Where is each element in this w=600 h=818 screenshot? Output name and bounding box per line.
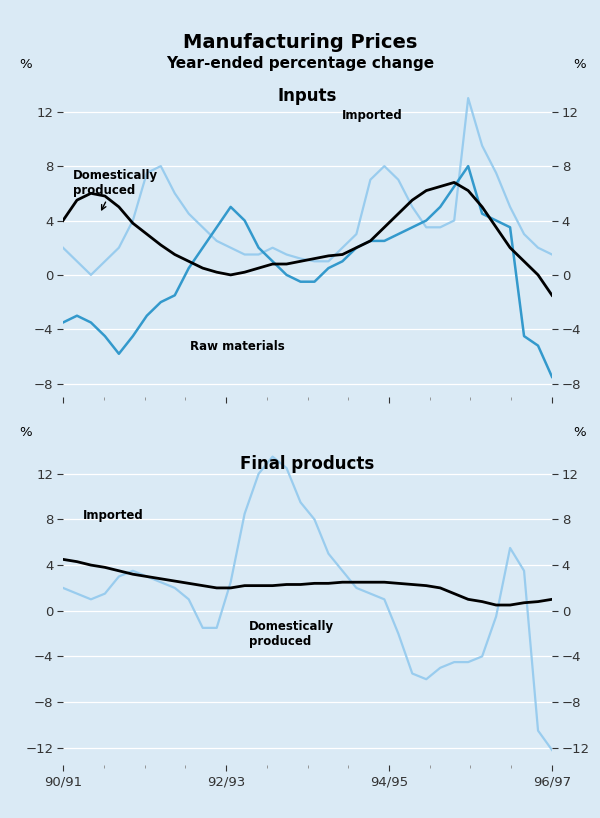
Text: %: % [19, 58, 32, 71]
Text: Inputs: Inputs [278, 88, 337, 106]
Text: Imported: Imported [342, 109, 403, 122]
Text: %: % [19, 426, 32, 438]
Text: Domestically
produced: Domestically produced [73, 169, 158, 210]
Text: Raw materials: Raw materials [190, 339, 285, 353]
Text: %: % [574, 426, 586, 438]
Text: Manufacturing Prices: Manufacturing Prices [183, 33, 417, 52]
Text: Final products: Final products [241, 455, 374, 473]
Text: Year-ended percentage change: Year-ended percentage change [166, 56, 434, 70]
Text: Imported: Imported [83, 510, 143, 523]
Text: Domestically
produced: Domestically produced [249, 620, 334, 648]
Text: %: % [574, 58, 586, 71]
